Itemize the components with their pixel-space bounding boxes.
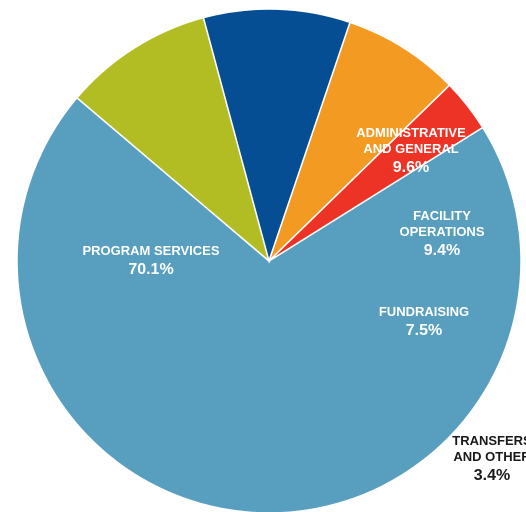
pie-slices — [16, 8, 522, 512]
slice-value-label: 3.4% — [474, 467, 510, 484]
slice-value-label: 9.6% — [393, 159, 429, 176]
slice-name-label: FACILITY — [413, 208, 471, 223]
slice-name-label: PROGRAM SERVICES — [82, 243, 219, 258]
slice-value-label: 7.5% — [406, 322, 442, 339]
pie-slice-transfers-and-other — [268, 84, 484, 262]
slice-name-label: AND OTHER — [453, 449, 526, 464]
slice-name-label: TRANSFERS — [452, 433, 526, 448]
pie-slice-fundraising — [268, 21, 451, 262]
slice-name-label: ADMINISTRATIVE — [356, 125, 466, 140]
pie-slice-program-services — [16, 96, 522, 512]
slice-value-label: 9.4% — [424, 242, 460, 259]
pie-slice-administrative-and-general — [75, 16, 271, 264]
slice-name-label: OPERATIONS — [400, 224, 485, 239]
pie-slice-facility-operations — [202, 8, 351, 264]
slice-name-label: FUNDRAISING — [379, 304, 469, 319]
slice-name-label: AND GENERAL — [363, 141, 458, 156]
slice-value-label: 70.1% — [128, 261, 173, 278]
